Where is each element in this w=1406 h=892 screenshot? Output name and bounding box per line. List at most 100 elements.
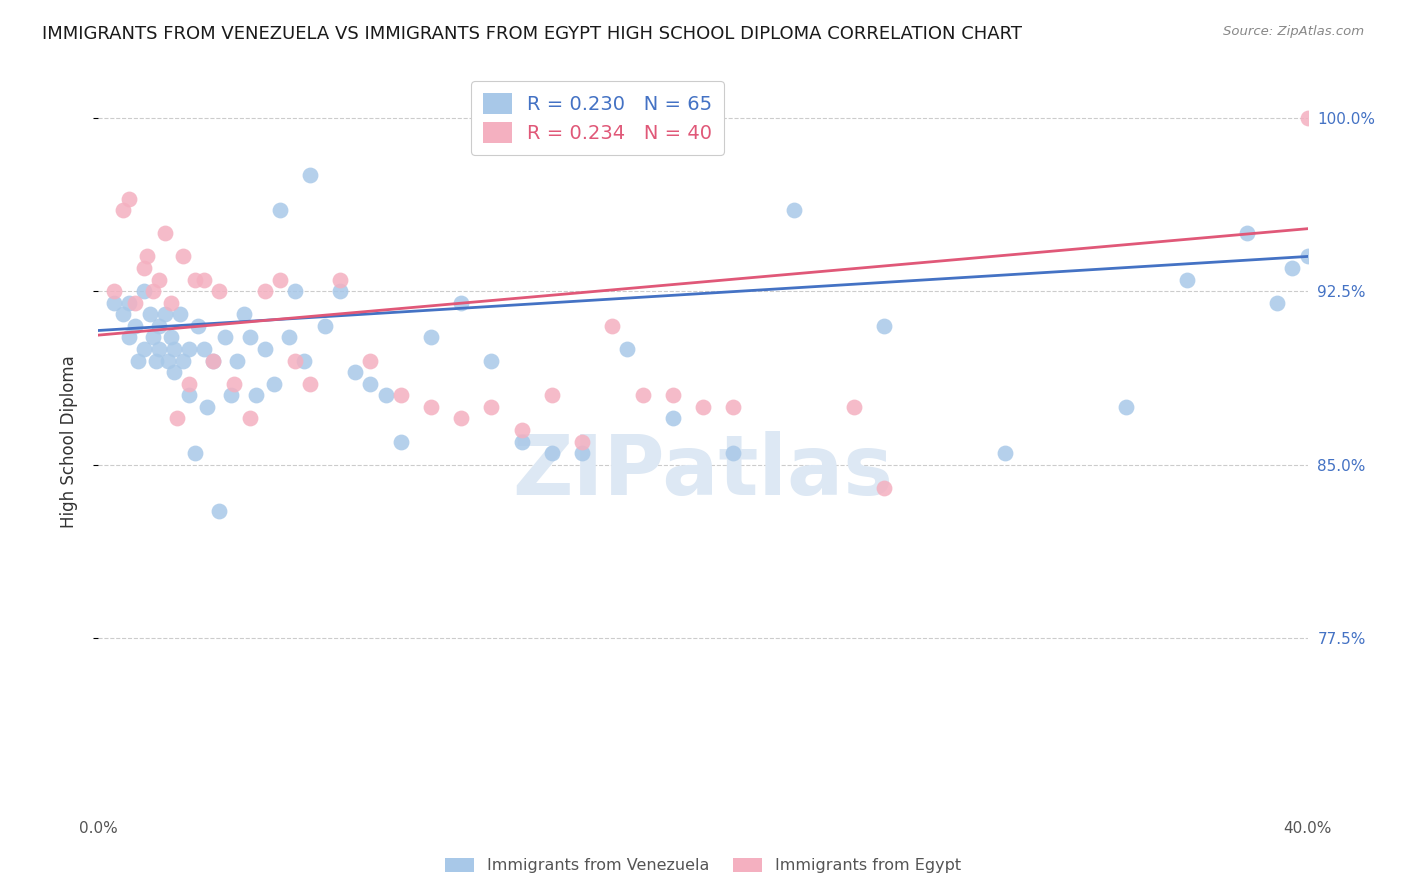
Point: [1236, 227, 1258, 241]
Point: [226, 353, 249, 368]
Point: [172, 250, 194, 264]
Point: [1267, 295, 1289, 310]
Point: [360, 353, 382, 368]
Point: [329, 284, 352, 298]
Point: [360, 376, 382, 391]
Point: [153, 307, 176, 321]
Point: [661, 388, 683, 402]
Point: [103, 295, 125, 310]
Point: [284, 353, 307, 368]
Point: [783, 203, 806, 218]
Point: [1175, 272, 1198, 286]
Point: [103, 284, 125, 298]
Point: [631, 388, 654, 402]
Point: [145, 353, 167, 368]
Point: [616, 342, 638, 356]
Point: [224, 376, 246, 391]
Point: [292, 353, 315, 368]
Point: [193, 272, 215, 286]
Text: ZIPatlas: ZIPatlas: [513, 431, 893, 512]
Point: [253, 284, 276, 298]
Point: [602, 318, 624, 333]
Point: [540, 446, 562, 460]
Point: [481, 353, 503, 368]
Point: [510, 423, 533, 437]
Point: [184, 446, 207, 460]
Point: [163, 342, 186, 356]
Point: [163, 365, 186, 379]
Point: [139, 307, 162, 321]
Point: [420, 400, 443, 414]
Legend: R = 0.230   N = 65, R = 0.234   N = 40: R = 0.230 N = 65, R = 0.234 N = 40: [471, 81, 724, 154]
Legend: Immigrants from Venezuela, Immigrants from Egypt: Immigrants from Venezuela, Immigrants fr…: [439, 851, 967, 880]
Point: [299, 169, 322, 183]
Point: [245, 388, 267, 402]
Point: [184, 272, 207, 286]
Point: [450, 295, 472, 310]
Point: [118, 192, 141, 206]
Point: [153, 227, 176, 241]
Point: [124, 318, 146, 333]
Point: [873, 318, 896, 333]
Point: [239, 330, 262, 344]
Point: [481, 400, 503, 414]
Point: [179, 376, 201, 391]
Point: [344, 365, 367, 379]
Point: [1115, 400, 1137, 414]
Point: [148, 272, 170, 286]
Point: [661, 411, 683, 425]
Point: [232, 307, 254, 321]
Point: [389, 434, 412, 449]
Point: [166, 411, 188, 425]
Point: [156, 353, 179, 368]
Point: [692, 400, 714, 414]
Point: [118, 330, 141, 344]
Point: [571, 434, 593, 449]
Point: [994, 446, 1017, 460]
Point: [193, 342, 215, 356]
Point: [172, 353, 194, 368]
Point: [111, 203, 134, 218]
Point: [1296, 111, 1319, 125]
Point: [142, 284, 165, 298]
Point: [314, 318, 336, 333]
Point: [124, 295, 146, 310]
Point: [284, 284, 307, 298]
Point: [127, 353, 149, 368]
Text: IMMIGRANTS FROM VENEZUELA VS IMMIGRANTS FROM EGYPT HIGH SCHOOL DIPLOMA CORRELATI: IMMIGRANTS FROM VENEZUELA VS IMMIGRANTS …: [42, 25, 1022, 43]
Point: [420, 330, 443, 344]
Point: [202, 353, 225, 368]
Point: [160, 330, 183, 344]
Point: [1281, 260, 1303, 275]
Point: [844, 400, 866, 414]
Point: [723, 400, 745, 414]
Point: [187, 318, 209, 333]
Point: [148, 342, 170, 356]
Point: [208, 504, 231, 518]
Point: [169, 307, 191, 321]
Point: [450, 411, 472, 425]
Point: [389, 388, 412, 402]
Point: [118, 295, 141, 310]
Point: [253, 342, 276, 356]
Point: [179, 388, 201, 402]
Text: Source: ZipAtlas.com: Source: ZipAtlas.com: [1223, 25, 1364, 38]
Point: [148, 318, 170, 333]
Point: [179, 342, 201, 356]
Point: [299, 376, 322, 391]
Point: [269, 203, 291, 218]
Point: [195, 400, 218, 414]
Point: [202, 353, 225, 368]
Point: [374, 388, 396, 402]
Point: [208, 284, 231, 298]
Point: [873, 481, 896, 495]
Point: [277, 330, 299, 344]
Point: [142, 330, 165, 344]
Point: [329, 272, 352, 286]
Point: [723, 446, 745, 460]
Point: [540, 388, 562, 402]
Point: [510, 434, 533, 449]
Point: [132, 260, 155, 275]
Point: [132, 342, 155, 356]
Point: [111, 307, 134, 321]
